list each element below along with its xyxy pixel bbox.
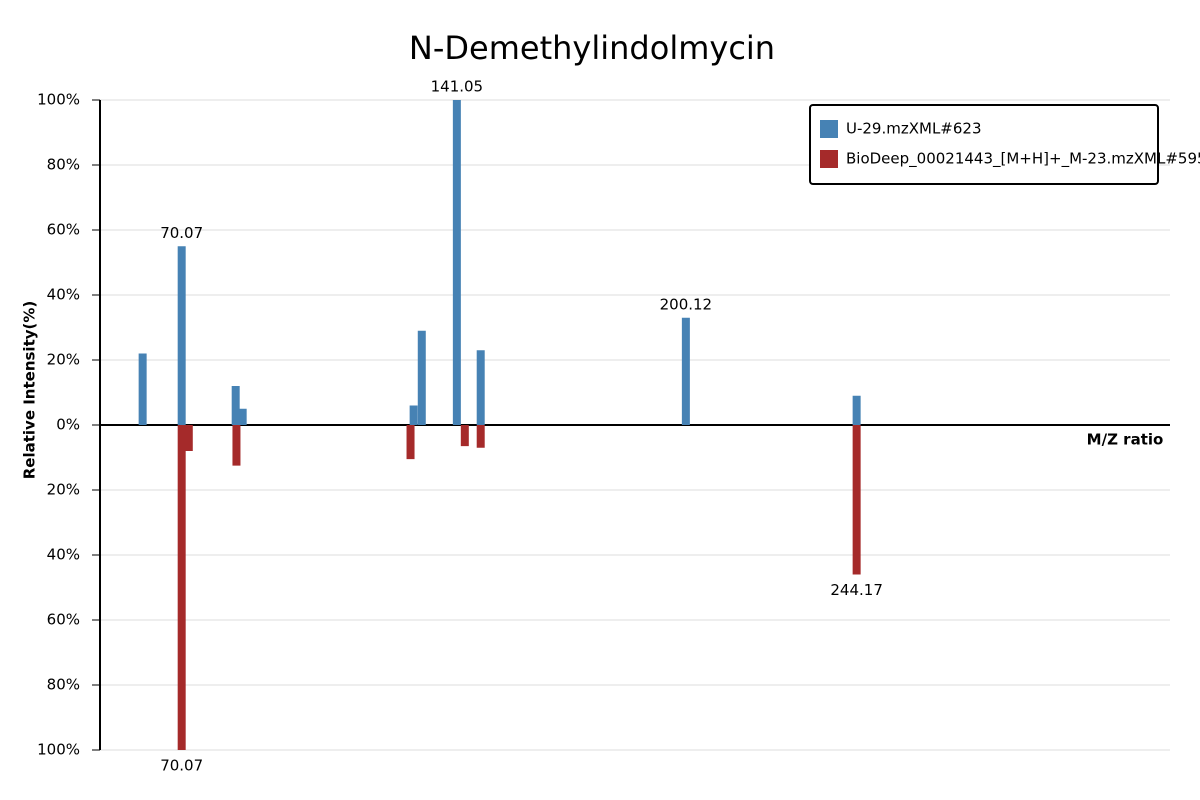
bar bbox=[852, 425, 861, 575]
bar bbox=[452, 100, 461, 425]
chart-title: N-Demethylindolmycin bbox=[409, 29, 775, 67]
legend-swatch bbox=[820, 150, 838, 168]
y-tick-label: 100% bbox=[37, 91, 80, 109]
bar bbox=[177, 246, 186, 425]
legend-box bbox=[809, 104, 1159, 185]
peak-label: 244.17 bbox=[830, 581, 883, 599]
x-axis-title: M/Z ratio bbox=[1087, 431, 1164, 449]
y-tick-label: 80% bbox=[47, 156, 80, 174]
y-tick-label: 100% bbox=[37, 741, 80, 759]
y-axis-title: Relative Intensity(%) bbox=[21, 301, 39, 480]
bar bbox=[406, 425, 415, 460]
y-tick-label: 20% bbox=[47, 351, 80, 369]
y-tick-label: 60% bbox=[47, 221, 80, 239]
bar bbox=[476, 350, 485, 425]
legend-label: U-29.mzXML#623 bbox=[846, 120, 982, 138]
bar bbox=[681, 317, 690, 425]
bar bbox=[138, 353, 147, 425]
y-tick-label: 0% bbox=[56, 416, 80, 434]
bar bbox=[460, 425, 469, 447]
peak-label: 141.05 bbox=[431, 78, 484, 96]
y-tick-label: 80% bbox=[47, 676, 80, 694]
bar bbox=[476, 425, 485, 448]
legend-swatch bbox=[820, 120, 838, 138]
bar bbox=[852, 395, 861, 425]
y-tick-label: 40% bbox=[47, 286, 80, 304]
y-tick-label: 20% bbox=[47, 481, 80, 499]
bar bbox=[184, 425, 193, 451]
bar bbox=[177, 425, 186, 750]
peak-label: 200.12 bbox=[660, 295, 713, 313]
peak-label: 70.07 bbox=[160, 224, 203, 242]
legend-label: BioDeep_00021443_[M+H]+_M-23.mzXML#595 bbox=[846, 150, 1200, 169]
bar bbox=[409, 405, 418, 425]
bar bbox=[231, 386, 240, 425]
bar bbox=[238, 408, 247, 425]
bar bbox=[232, 425, 241, 466]
bar bbox=[417, 330, 426, 425]
y-tick-label: 60% bbox=[47, 611, 80, 629]
peak-label: 70.07 bbox=[160, 757, 203, 775]
y-tick-label: 40% bbox=[47, 546, 80, 564]
legend: U-29.mzXML#623 BioDeep_00021443_[M+H]+_M-… bbox=[809, 104, 1200, 185]
